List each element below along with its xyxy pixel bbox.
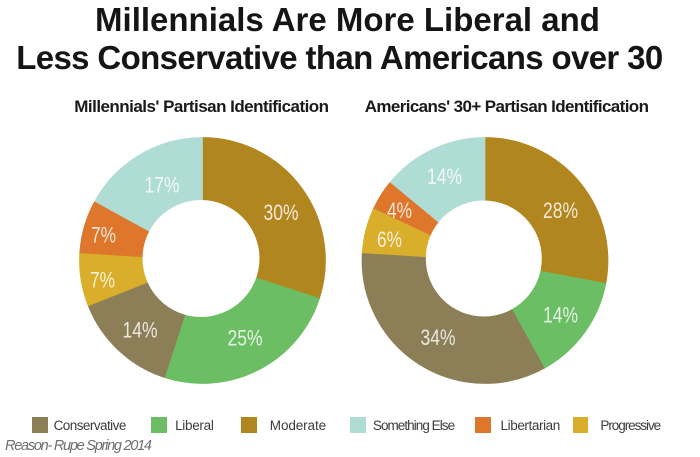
svg-text:25%: 25% (228, 326, 263, 351)
svg-text:34%: 34% (421, 325, 456, 350)
svg-text:4%: 4% (387, 198, 412, 223)
svg-text:7%: 7% (90, 268, 115, 293)
svg-text:7%: 7% (91, 223, 116, 248)
svg-text:14%: 14% (123, 318, 158, 343)
svg-text:28%: 28% (543, 198, 578, 223)
svg-text:14%: 14% (427, 164, 462, 189)
svg-text:14%: 14% (543, 303, 578, 328)
svg-text:30%: 30% (264, 200, 299, 225)
svg-text:17%: 17% (145, 173, 180, 198)
svg-text:6%: 6% (377, 227, 402, 252)
